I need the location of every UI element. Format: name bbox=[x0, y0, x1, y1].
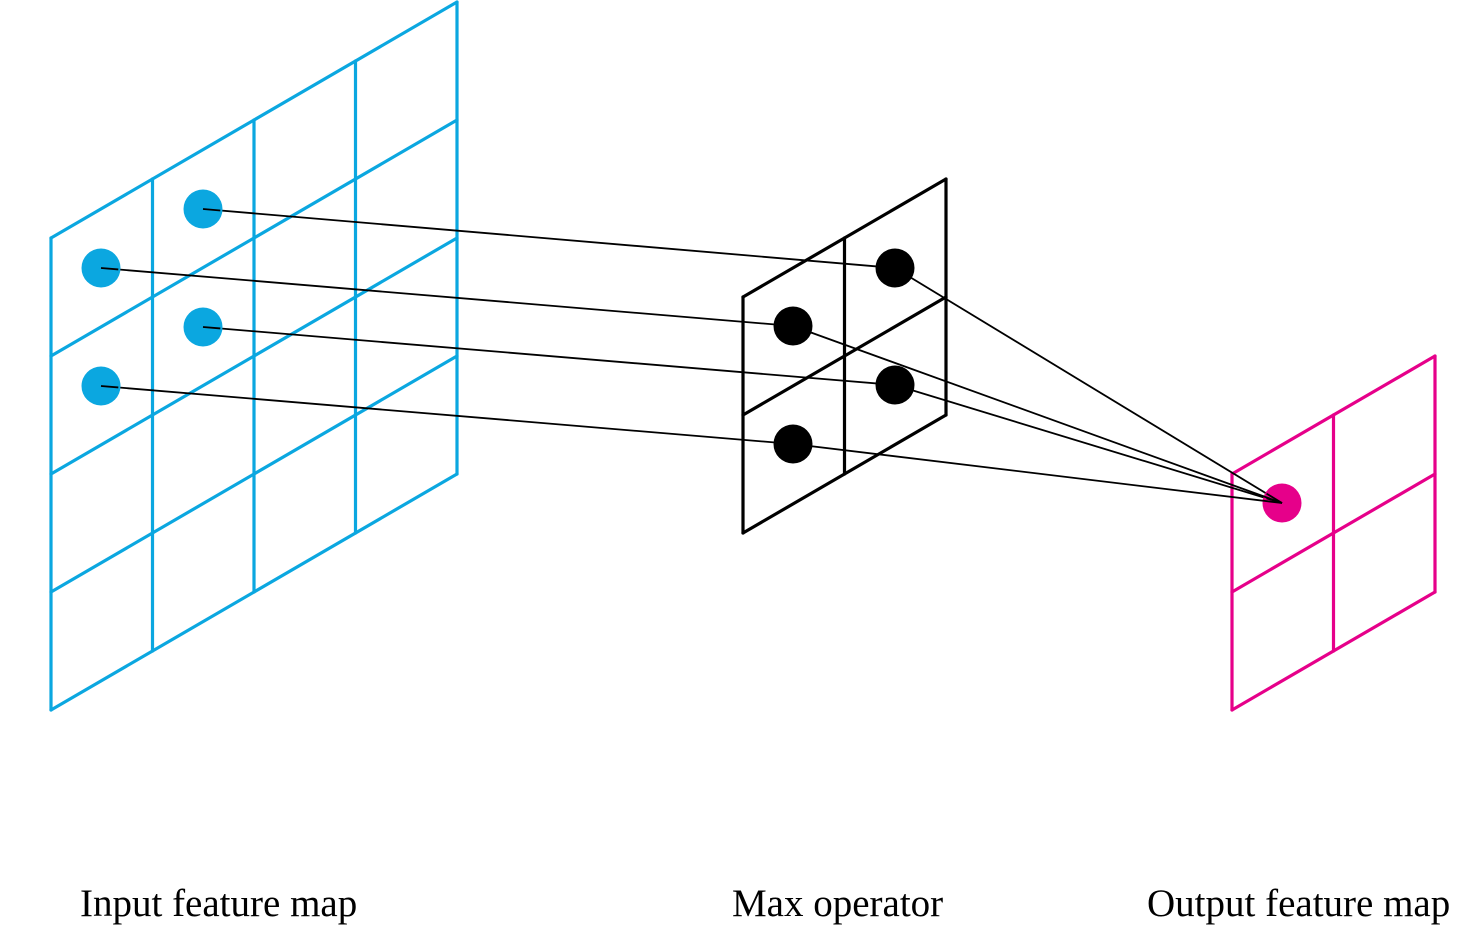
input-grid-hline bbox=[49, 472, 459, 712]
input-grid-hline bbox=[49, 0, 459, 240]
operator-connector-stub bbox=[894, 267, 911, 279]
output-feature-map-grid bbox=[1230, 354, 1437, 712]
node-dots bbox=[81, 189, 1302, 523]
operator-grid-hline bbox=[741, 295, 948, 417]
operator-grid-hline bbox=[741, 413, 948, 535]
input-connector-stub bbox=[100, 385, 119, 389]
input-feature-map-caption: Input feature map bbox=[80, 882, 358, 925]
input-to-operator-line bbox=[202, 208, 896, 269]
output-grid-hline bbox=[1230, 354, 1437, 476]
input-grid-hline bbox=[49, 118, 459, 358]
input-connector-stub bbox=[202, 208, 221, 212]
input-grid-hline bbox=[49, 354, 459, 594]
operator-to-output-line bbox=[792, 325, 1283, 504]
max-operator-caption: Max operator bbox=[732, 882, 944, 925]
output-feature-map-caption: Output feature map bbox=[1147, 882, 1451, 925]
operator-to-output-line bbox=[792, 443, 1283, 504]
operator-connector-stub bbox=[792, 325, 813, 334]
operator-connector-stub bbox=[792, 443, 813, 448]
input-grid-hline bbox=[49, 236, 459, 476]
output-grid-hline bbox=[1230, 472, 1437, 594]
operator-connector-stub bbox=[894, 384, 911, 391]
operator-to-output-line bbox=[894, 267, 1283, 504]
input-feature-map-grid bbox=[49, 0, 459, 712]
output-grid-hline bbox=[1230, 590, 1437, 712]
max-operator-grid bbox=[741, 177, 948, 535]
output-connector-stub bbox=[1262, 499, 1283, 504]
input-to-operator-line bbox=[100, 267, 794, 327]
operator-to-output-line bbox=[894, 384, 1283, 504]
input-connector-stub bbox=[100, 267, 119, 271]
input-to-operator-line bbox=[202, 326, 896, 386]
input-to-operator-line bbox=[100, 385, 794, 445]
operator-grid-hline bbox=[741, 177, 948, 299]
input-connector-stub bbox=[202, 326, 221, 330]
connector-lines bbox=[100, 208, 1283, 504]
